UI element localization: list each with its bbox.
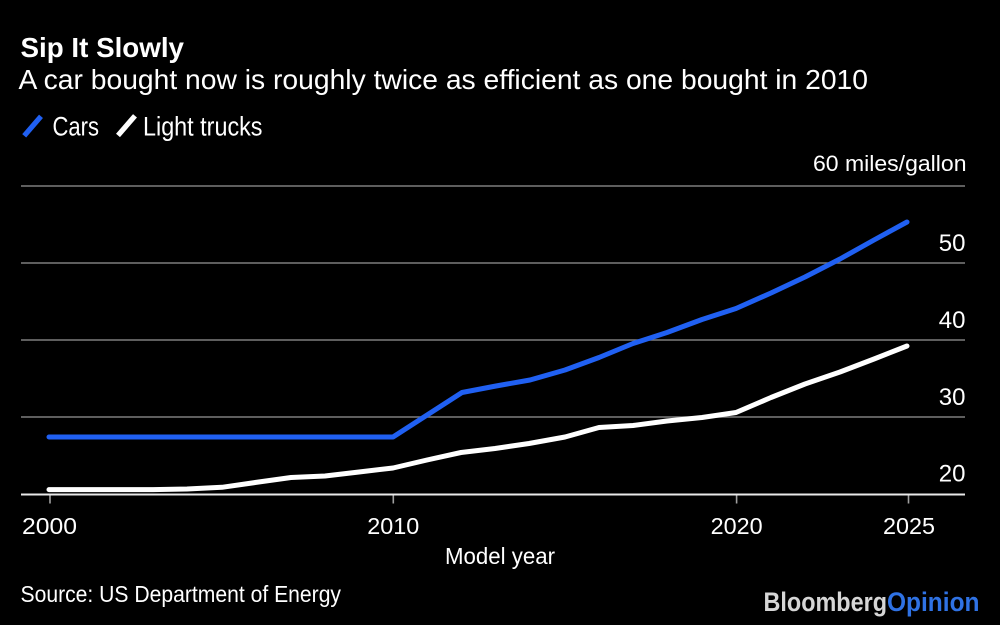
svg-text:Source: US Department of Energ: Source: US Department of Energy xyxy=(21,581,342,607)
svg-text:Bloomberg: Bloomberg xyxy=(764,587,888,617)
svg-text:Cars: Cars xyxy=(53,111,100,141)
svg-text:Opinion: Opinion xyxy=(887,587,980,617)
svg-text:2020: 2020 xyxy=(711,513,763,539)
svg-text:30: 30 xyxy=(939,384,966,411)
svg-text:A car bought now is roughly tw: A car bought now is roughly twice as eff… xyxy=(19,64,869,95)
svg-text:60 miles/gallon: 60 miles/gallon xyxy=(813,151,967,176)
svg-text:2025: 2025 xyxy=(883,513,935,539)
svg-text:2010: 2010 xyxy=(367,513,419,539)
svg-text:2000: 2000 xyxy=(22,513,77,539)
svg-text:20: 20 xyxy=(939,461,966,488)
svg-text:Model year: Model year xyxy=(445,543,555,569)
svg-text:Light trucks: Light trucks xyxy=(143,111,263,141)
svg-text:50: 50 xyxy=(939,230,966,257)
svg-text:Sip It Slowly: Sip It Slowly xyxy=(21,32,185,63)
svg-text:40: 40 xyxy=(939,307,966,334)
